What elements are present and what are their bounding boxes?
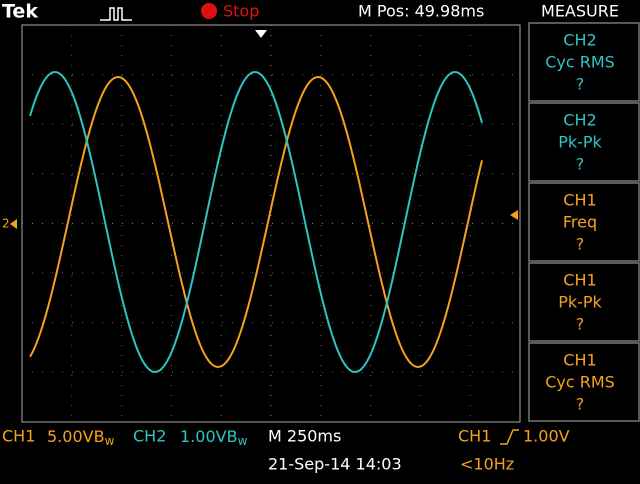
menu-channel: CH1 bbox=[563, 271, 596, 290]
acquire-icon bbox=[100, 7, 132, 21]
trigger-position-marker bbox=[255, 30, 267, 38]
ch1-bw-sub: w bbox=[105, 434, 115, 448]
menu-channel: CH1 bbox=[563, 351, 596, 370]
menu-measurement: Cyc RMS bbox=[545, 53, 615, 72]
ch1-bw: B bbox=[94, 427, 105, 446]
menu-measurement: Cyc RMS bbox=[545, 373, 615, 392]
menu-measurement: Pk-Pk bbox=[558, 293, 602, 312]
ch1-ground-marker bbox=[10, 219, 17, 229]
menu-box bbox=[528, 262, 640, 342]
measure-menu: CH2 Cyc RMS? CH2 Pk-Pk? CH1 Freq? CH1 Pk-Pk? CH1… bbox=[528, 22, 640, 422]
ch1-waveform bbox=[29, 75, 483, 369]
menu-box bbox=[528, 102, 640, 182]
ch2-waveform bbox=[29, 71, 483, 373]
menu-value: ? bbox=[576, 315, 585, 334]
ch2-scale-value: 1.00V bbox=[180, 427, 227, 446]
menu-measurement: Pk-Pk bbox=[558, 133, 602, 152]
run-status: Stop bbox=[223, 2, 259, 21]
ch2-scale: 1.00VBw bbox=[180, 427, 248, 448]
menu-value: ? bbox=[576, 155, 585, 174]
menu-channel: CH2 bbox=[563, 111, 596, 130]
menu-box bbox=[528, 182, 640, 262]
ch1-scale: 5.00VBw bbox=[47, 427, 115, 448]
trigger-frequency: <10Hz bbox=[460, 455, 514, 474]
trigger-level-marker bbox=[510, 210, 518, 220]
menu-channel: CH2 bbox=[563, 31, 596, 50]
menu-value: ? bbox=[576, 75, 585, 94]
ch1-label: CH1 bbox=[2, 427, 35, 446]
menu-box bbox=[528, 22, 640, 102]
menu-value: ? bbox=[576, 235, 585, 254]
trigger-slope-icon bbox=[500, 429, 519, 445]
ch1-scale-value: 5.00V bbox=[47, 427, 94, 446]
trigger-source: CH1 bbox=[458, 427, 491, 446]
ch2-bw: B bbox=[227, 427, 238, 446]
ch2-label: CH2 bbox=[133, 427, 166, 446]
timebase: M 250ms bbox=[268, 427, 341, 446]
horizontal-position: M Pos: 49.98ms bbox=[358, 2, 484, 21]
trigger-level: 1.00V bbox=[523, 427, 570, 446]
ch2-bw-sub: w bbox=[238, 434, 248, 448]
menu-title: MEASURE bbox=[541, 2, 619, 21]
menu-value: ? bbox=[576, 395, 585, 414]
menu-measurement: Freq bbox=[563, 213, 597, 232]
brand: Tek bbox=[2, 1, 38, 23]
menu-channel: CH1 bbox=[563, 191, 596, 210]
ch2-marker: 2 bbox=[2, 217, 10, 231]
datetime: 21-Sep-14 14:03 bbox=[268, 455, 402, 474]
menu-box bbox=[528, 342, 640, 422]
stop-icon bbox=[201, 3, 217, 19]
